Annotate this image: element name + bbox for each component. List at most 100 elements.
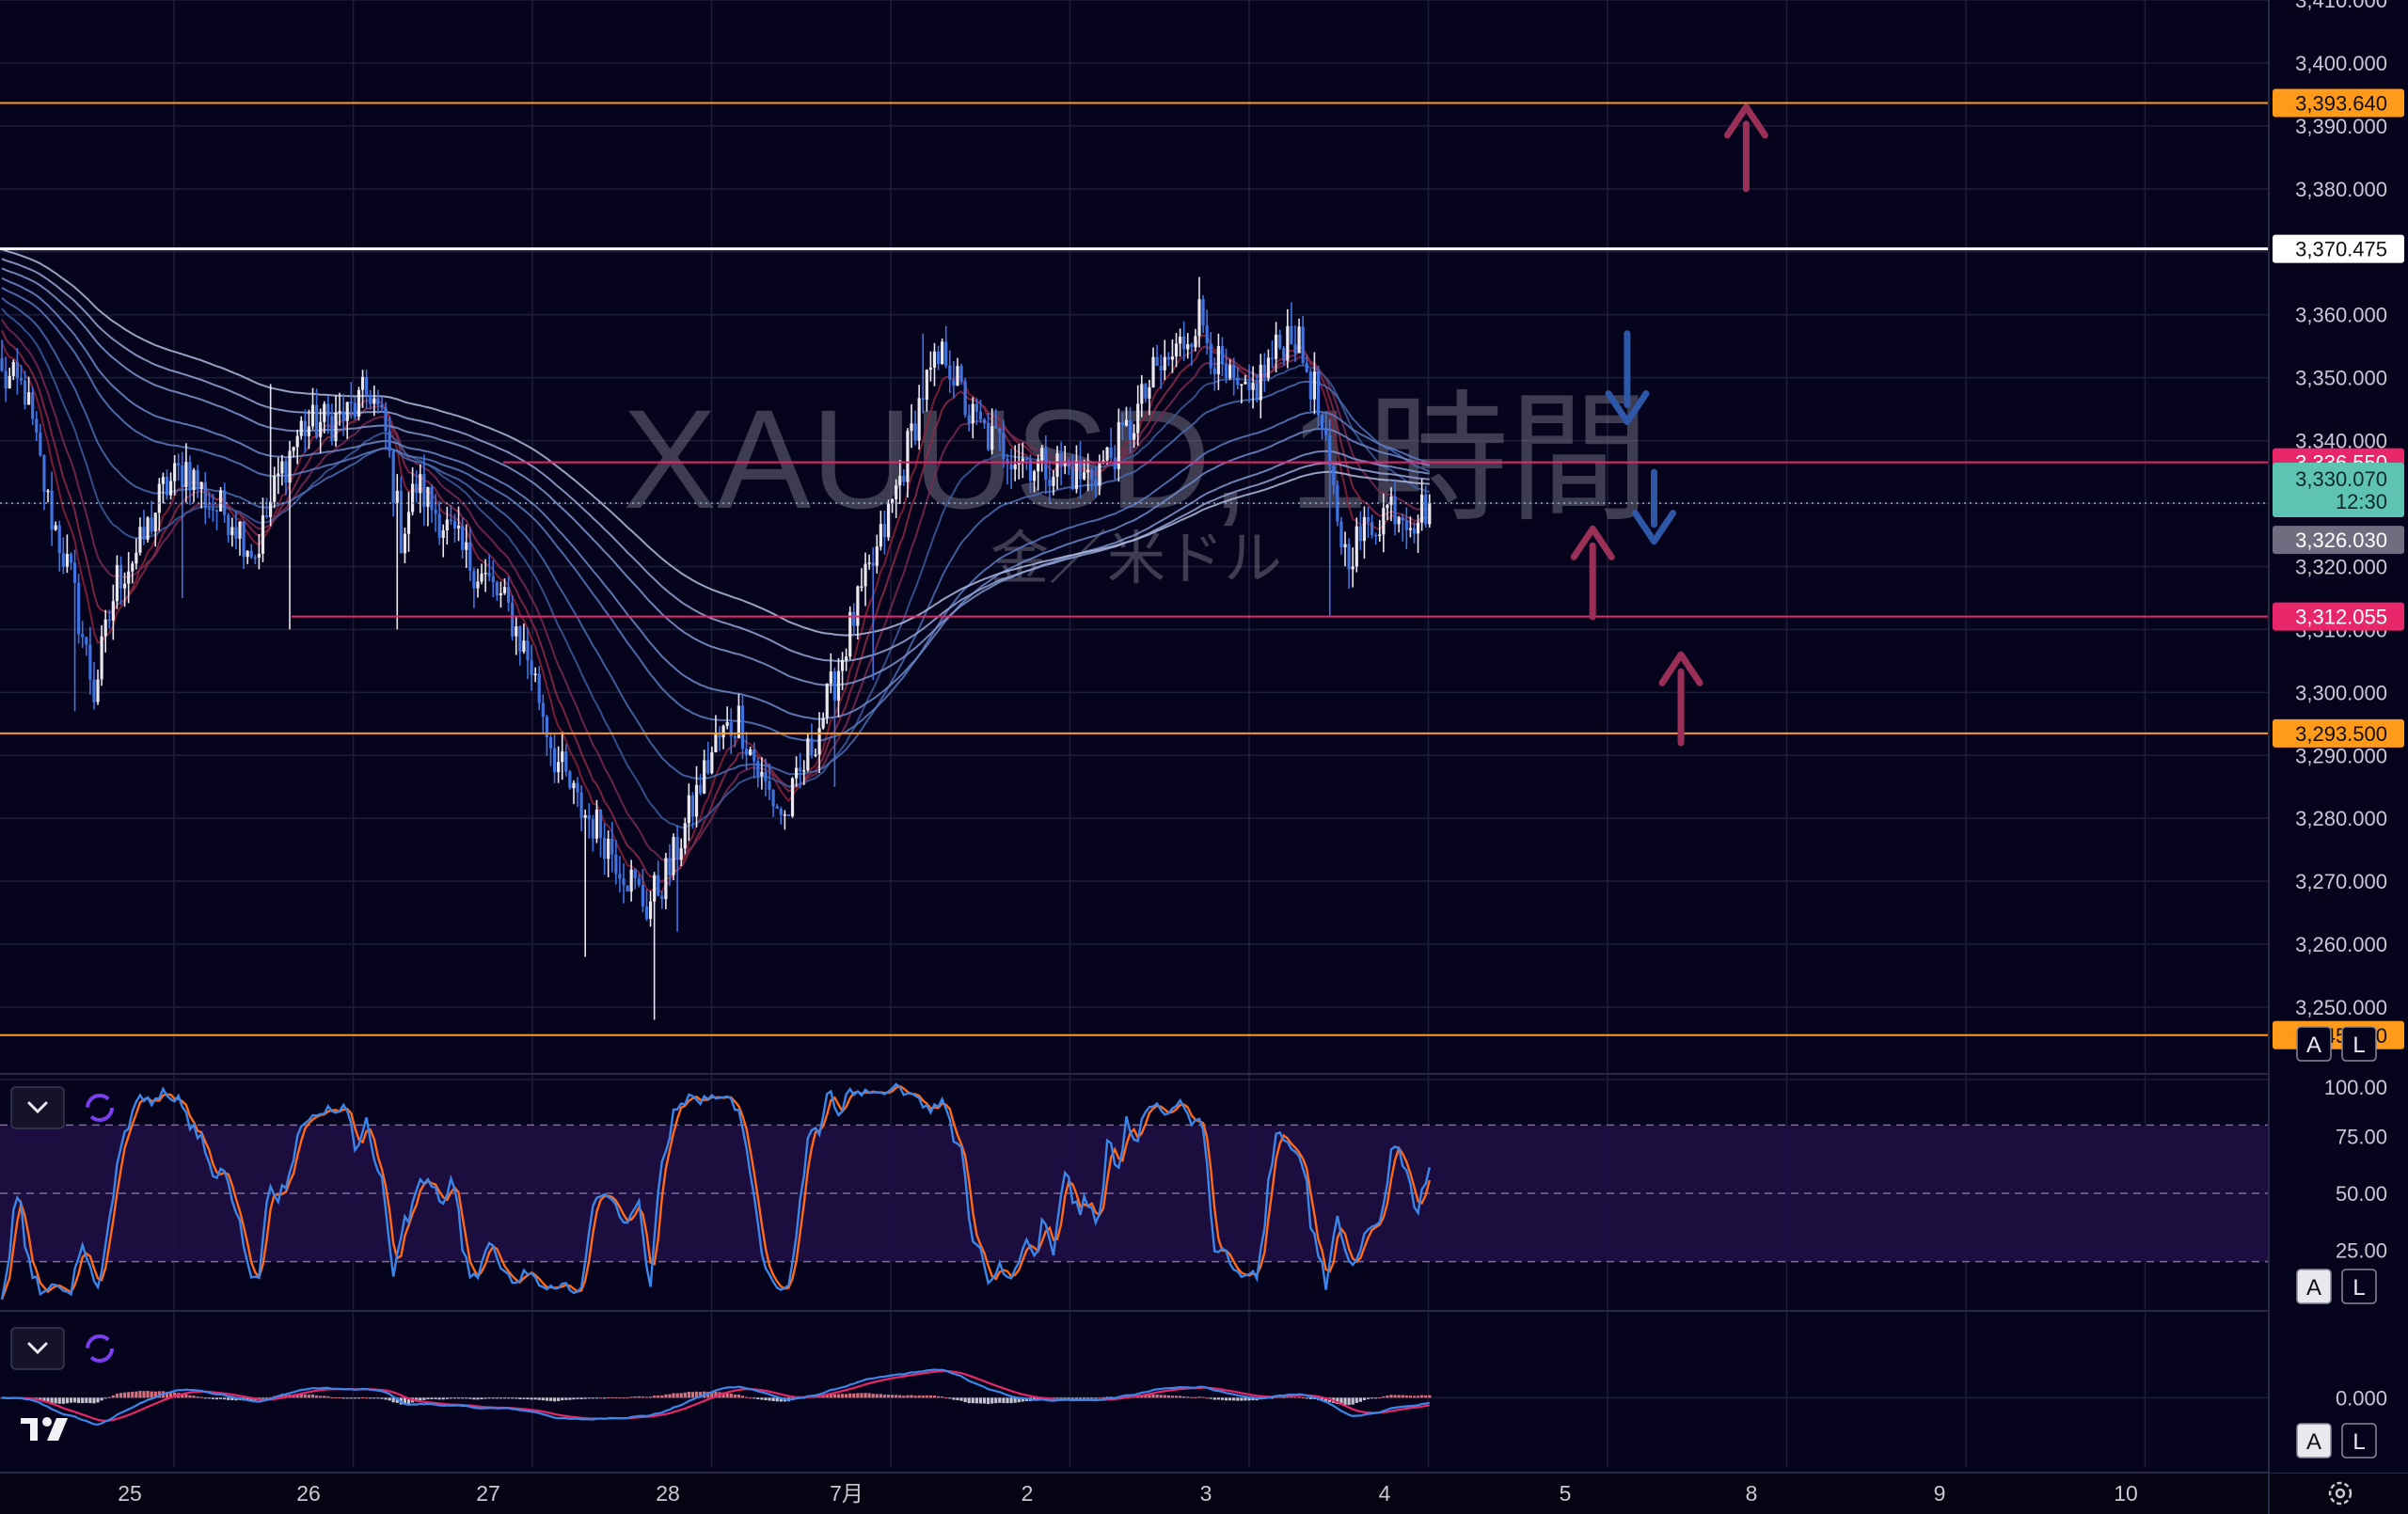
auto-scale-button-stoch[interactable]: A — [2296, 1269, 2332, 1304]
candle-body — [848, 611, 852, 657]
auto-scale-button[interactable]: A — [2296, 1026, 2332, 1062]
macd-hist-bar — [867, 1393, 871, 1398]
arrow-up[interactable] — [1658, 651, 1703, 747]
macd-hist-bar — [760, 1397, 764, 1400]
candle-body — [779, 808, 783, 815]
candle-body — [648, 901, 653, 920]
stoch-tick-label: 50.00 — [2336, 1182, 2387, 1206]
log-scale-button-stoch[interactable]: L — [2341, 1269, 2377, 1304]
stoch-pane-controls[interactable] — [10, 1086, 114, 1129]
candle-body — [1128, 419, 1133, 440]
refresh-button[interactable] — [86, 1334, 114, 1363]
arrow-up[interactable] — [1570, 525, 1615, 621]
candle-body — [1170, 356, 1175, 360]
macd-hist-bar — [1286, 1396, 1290, 1398]
candle-body — [1324, 428, 1328, 435]
macd-hist-bar — [1397, 1395, 1401, 1398]
macd-hist-bar — [1290, 1396, 1293, 1398]
candle-body — [452, 520, 457, 528]
candle-body — [8, 375, 11, 389]
refresh-button[interactable] — [86, 1094, 114, 1122]
price-tick-label: 3,320.000 — [2295, 555, 2387, 578]
candle-body — [249, 550, 253, 558]
auto-scale-button-macd[interactable]: A — [2296, 1423, 2332, 1459]
macd-hist-bar — [54, 1397, 57, 1404]
price-tick-label: 3,410.000 — [2295, 0, 2387, 12]
level-tag-orange[interactable]: 3,245.560 — [2273, 1020, 2404, 1049]
macd-hist-bar — [856, 1393, 860, 1398]
candle-body — [987, 423, 990, 450]
candle-body — [902, 475, 906, 482]
candle-body — [806, 738, 810, 771]
candle-body — [622, 878, 626, 886]
candle-body — [814, 754, 817, 756]
level-tag-white[interactable]: 3,370.475 — [2273, 234, 2404, 263]
macd-hist-bar — [196, 1396, 199, 1398]
macd-hist-bar — [353, 1397, 356, 1399]
candle-body — [795, 767, 799, 779]
candle-body — [207, 508, 211, 510]
macd-hist-bar — [50, 1397, 54, 1404]
macd-hist-bar — [683, 1392, 687, 1398]
log-scale-button-macd[interactable]: L — [2341, 1423, 2377, 1459]
candle-body — [821, 718, 825, 729]
candle-body — [668, 858, 672, 875]
collapse-button[interactable] — [10, 1086, 65, 1129]
candle-body — [1290, 325, 1293, 344]
macd-hist-bar — [1148, 1395, 1151, 1398]
crosshair-price-tag[interactable]: 3,326.030 — [2273, 526, 2404, 555]
macd-hist-bar — [127, 1392, 131, 1398]
macd-hist-bar — [1009, 1397, 1013, 1404]
log-scale-button-stoch-frame — [2341, 1269, 2377, 1304]
ema-line — [1, 258, 1430, 662]
macd-hist-bar — [860, 1393, 863, 1398]
candle-body — [917, 398, 921, 441]
level-tag-orange[interactable]: 3,393.640 — [2273, 88, 2404, 118]
candle-body — [799, 767, 802, 772]
macd-hist-bar — [1412, 1396, 1417, 1398]
macd-hist-bar — [1308, 1397, 1312, 1399]
macd-hist-bar — [1232, 1397, 1236, 1401]
level-tag-orange[interactable]: 3,293.500 — [2273, 718, 2404, 748]
candle-body — [1297, 326, 1301, 354]
time-axis[interactable]: 25 26 27 28 7月 2 3 4 5 8 9 10 — [118, 1481, 2138, 1506]
candle-body — [211, 509, 215, 511]
macd-hist-bar — [303, 1394, 307, 1398]
level-tag-pink[interactable]: 3,312.055 — [2273, 602, 2404, 631]
candle-body — [1240, 384, 1244, 386]
macd-hist-bar — [848, 1393, 852, 1398]
annotation-arrows[interactable] — [1570, 103, 1768, 747]
candle-body — [483, 572, 487, 575]
macd-hist-bar — [96, 1397, 100, 1403]
candle-body — [280, 461, 284, 474]
settings-button[interactable] — [2328, 1481, 2353, 1506]
candle-body — [246, 550, 249, 558]
macd-hist-bar — [319, 1396, 323, 1398]
macd-hist-bar — [1205, 1397, 1209, 1399]
macd-hist-bar — [910, 1395, 913, 1398]
macd-pane-controls[interactable] — [10, 1327, 114, 1370]
macd-hist-bar — [871, 1394, 875, 1398]
time-label: 8 — [1746, 1481, 1758, 1506]
log-scale-button[interactable]: L — [2341, 1026, 2377, 1062]
horizontal-levels[interactable] — [0, 102, 2269, 1036]
arrow-head — [1723, 103, 1768, 139]
macd-hist-bar — [261, 1397, 265, 1399]
candle-body — [1017, 462, 1021, 465]
macd-hist-bar — [587, 1397, 591, 1399]
pane-controls[interactable]: A L A L A L — [10, 1026, 2377, 1506]
macd-hist-bar — [657, 1395, 660, 1398]
candle-body — [456, 526, 461, 528]
macd-hist-bar — [1105, 1396, 1109, 1398]
arrow-down[interactable] — [1631, 468, 1676, 545]
arrow-up[interactable] — [1723, 103, 1768, 193]
arrow-down[interactable] — [1605, 330, 1650, 426]
collapse-button[interactable] — [10, 1327, 65, 1370]
macd-hist-bar — [836, 1394, 841, 1398]
macd-hist-bar — [936, 1396, 941, 1398]
candle-body — [690, 795, 695, 817]
price-axis[interactable]: 3,410.000 3,400.000 3,390.000 3,380.000 3,37… — [2270, 0, 2408, 1473]
